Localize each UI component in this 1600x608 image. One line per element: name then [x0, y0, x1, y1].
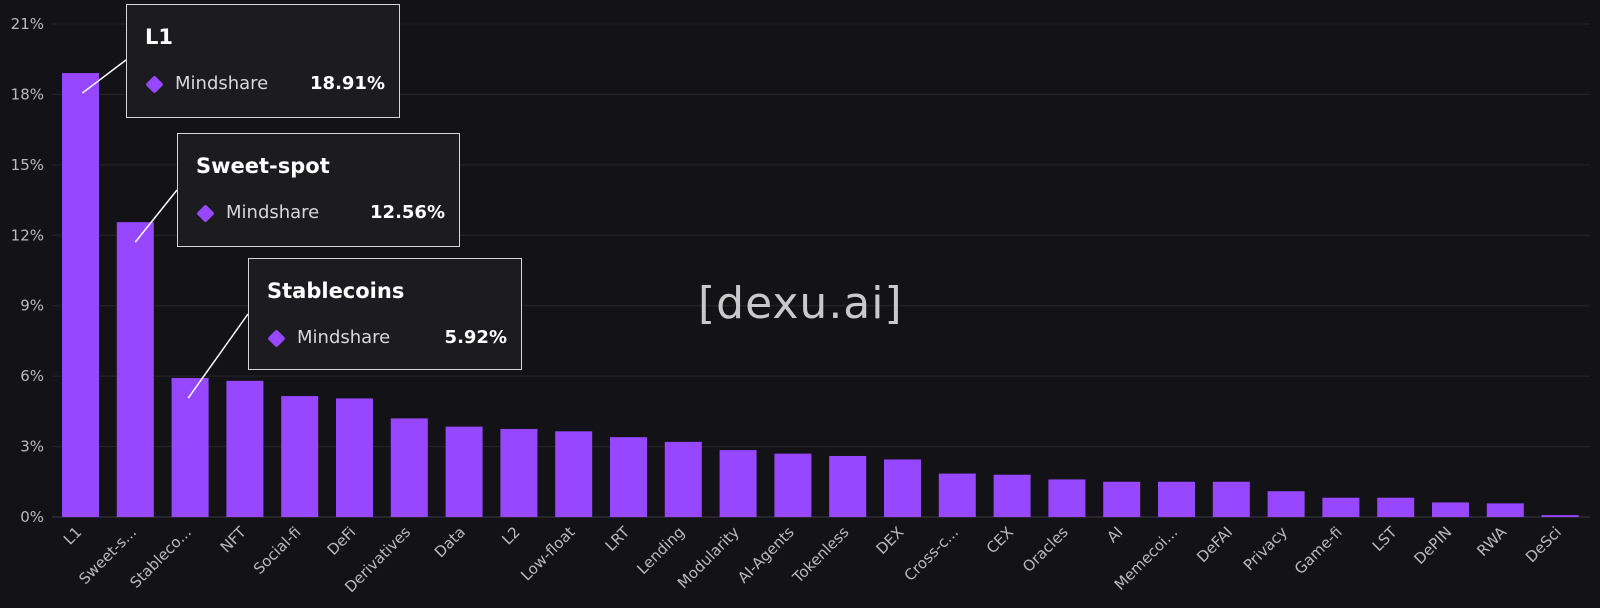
tooltip-stablecoins: Stablecoins Mindshare 5.92% [248, 258, 522, 370]
x-tick-label: Data [431, 523, 469, 561]
bar [1103, 481, 1141, 517]
x-tick-label: Social-fi [250, 523, 305, 578]
x-tick-label: L2 [498, 523, 523, 548]
bar [445, 426, 483, 517]
dexu-watermark: [dexu.ai] [698, 278, 903, 329]
tooltip-title: Sweet-spot [196, 154, 330, 178]
x-tick-label: LRT [602, 523, 634, 555]
bar [500, 428, 538, 517]
bar [829, 455, 867, 517]
bar [884, 459, 921, 517]
x-tick-label: AI-Agents [734, 523, 798, 587]
tooltip-metric: Mindshare [297, 327, 391, 348]
tooltip-connector-line [81, 59, 127, 94]
tooltip-value: 12.56% [370, 202, 445, 223]
x-tick-label: Privacy [1240, 523, 1291, 574]
bar [1158, 481, 1195, 517]
y-tick-label: 6% [20, 367, 44, 385]
y-tick-label: 15% [11, 156, 44, 174]
series-diamond-icon [196, 204, 215, 223]
bar [390, 418, 428, 517]
series-diamond-icon [145, 75, 164, 94]
tooltip-sweet-spot: Sweet-spot Mindshare 12.56% [177, 133, 460, 247]
bar [993, 474, 1031, 517]
bar [1267, 491, 1305, 517]
y-tick-label: 0% [20, 508, 44, 526]
x-tick-label: RWA [1473, 523, 1510, 560]
x-tick-label: DeSci [1522, 523, 1565, 566]
bar [281, 396, 319, 517]
bar [171, 378, 209, 517]
x-tick-label: Oracles [1019, 523, 1072, 576]
x-tick-label: AI [1103, 523, 1126, 546]
y-tick-label: 12% [11, 226, 44, 244]
x-tick-label: Low-float [517, 523, 578, 584]
bar [555, 431, 593, 517]
x-tick-label: LST [1369, 523, 1401, 555]
bar [1212, 481, 1250, 517]
series-diamond-icon [267, 329, 286, 348]
tooltip-l1: L1 Mindshare 18.91% [126, 4, 400, 118]
x-tick-label: DePIN [1410, 523, 1455, 568]
tooltip-value: 18.91% [310, 73, 385, 94]
x-tick-label: Lending [633, 523, 688, 578]
tooltip-connector-line [187, 313, 249, 399]
y-tick-label: 18% [11, 85, 44, 103]
bar [938, 473, 976, 517]
tooltip-title: L1 [145, 25, 173, 49]
bar [1486, 503, 1524, 517]
bar [719, 450, 757, 517]
bar [1432, 502, 1469, 517]
x-tick-label: Game-fi [1291, 523, 1346, 578]
bar [610, 437, 647, 517]
tooltip-value: 5.92% [444, 327, 507, 348]
bar [1377, 497, 1415, 517]
bar [664, 441, 702, 517]
x-tick-label: Tokenless [788, 523, 852, 587]
tooltip-metric: Mindshare [175, 73, 269, 94]
bar [774, 453, 812, 517]
bar [1541, 515, 1579, 517]
y-tick-label: 21% [11, 15, 44, 33]
x-tick-label: L1 [60, 523, 85, 548]
x-tick-label: DEX [872, 523, 907, 558]
x-tick-label: DeFAI [1193, 523, 1236, 566]
bar [62, 73, 99, 517]
bar [226, 380, 264, 517]
tooltip-metric: Mindshare [226, 202, 320, 223]
bar [1322, 497, 1360, 517]
x-tick-label: CEX [983, 523, 1017, 557]
y-tick-label: 9% [20, 297, 44, 315]
x-tick-label: Cross-c... [901, 523, 963, 585]
tooltip-title: Stablecoins [267, 279, 405, 303]
y-tick-label: 3% [20, 438, 44, 456]
bar [336, 398, 373, 517]
tooltip-connector-line [134, 189, 178, 243]
x-tick-label: DeFi [324, 523, 360, 559]
x-tick-label: NFT [217, 523, 251, 557]
bar [116, 222, 154, 518]
bar [1048, 479, 1086, 517]
